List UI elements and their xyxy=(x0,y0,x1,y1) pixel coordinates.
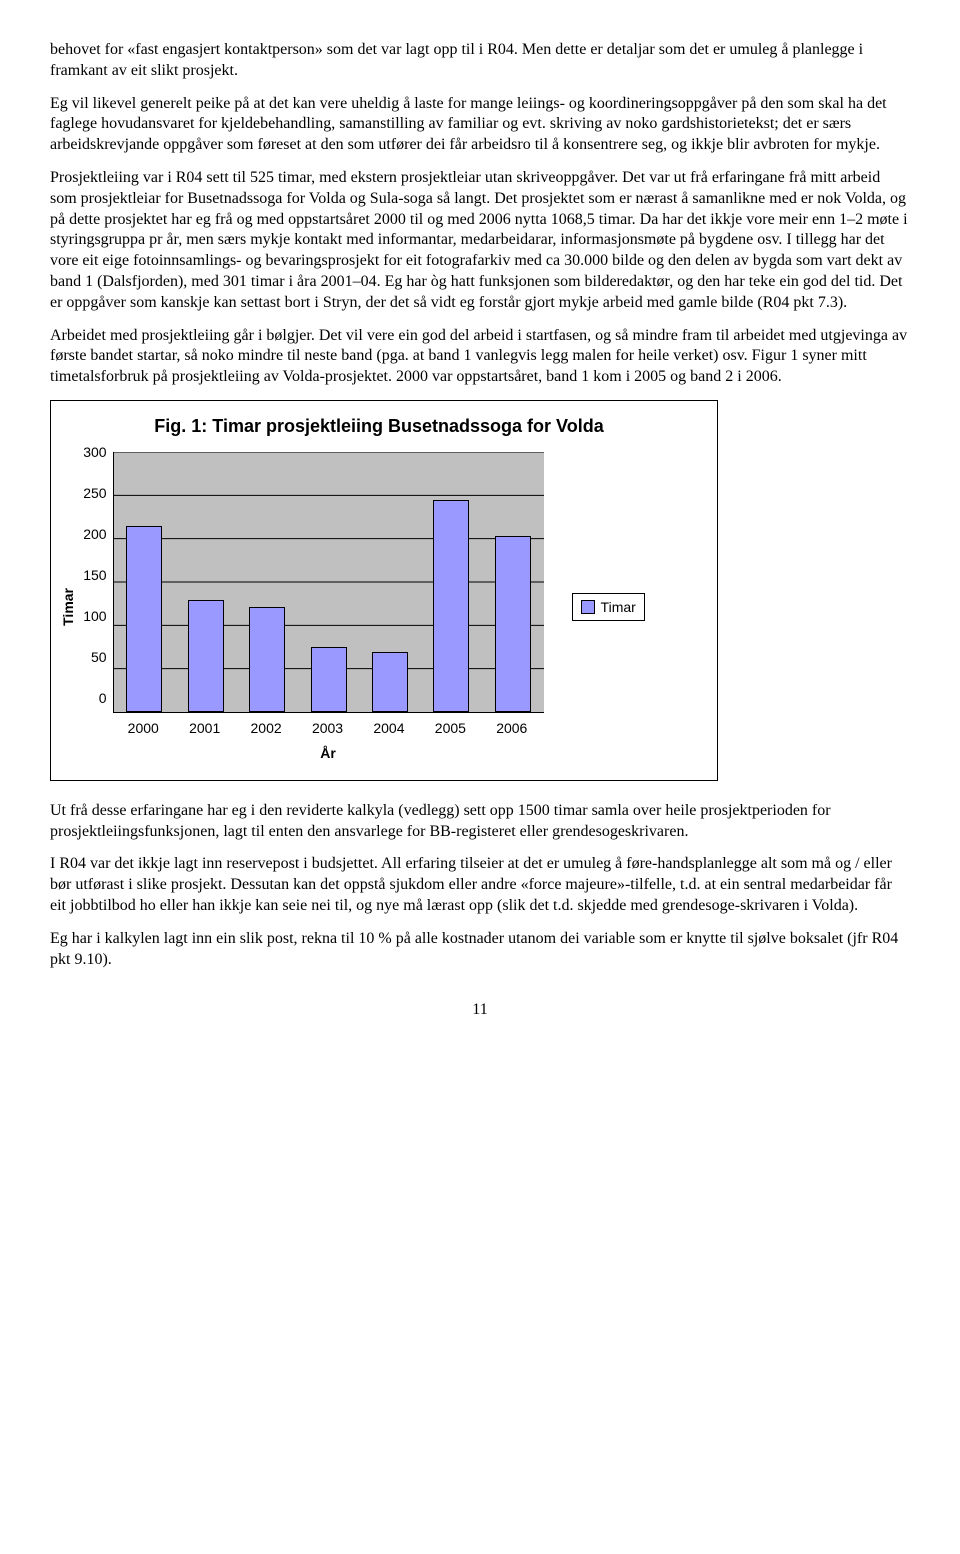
paragraph-4: Arbeidet med prosjektleiing går i bølgje… xyxy=(50,326,910,388)
paragraph-7: Eg har i kalkylen lagt inn ein slik post… xyxy=(50,929,910,971)
bar xyxy=(311,647,347,712)
legend-swatch xyxy=(581,600,595,614)
chart-title: Fig. 1: Timar prosjektleiing Busetnadsso… xyxy=(59,415,699,438)
bar xyxy=(495,536,531,712)
y-axis-ticks: 300 250 200 150 100 50 0 xyxy=(83,445,112,705)
chart-legend: Timar xyxy=(572,593,645,621)
paragraph-2: Eg vil likevel generelt peike på at det … xyxy=(50,94,910,156)
bar xyxy=(433,500,469,712)
x-axis-label: År xyxy=(113,744,544,762)
paragraph-1: behovet for «fast engasjert kontaktperso… xyxy=(50,40,910,82)
paragraph-3: Prosjektleiing var i R04 sett til 525 ti… xyxy=(50,168,910,314)
paragraph-5: Ut frå desse erfaringane har eg i den re… xyxy=(50,801,910,843)
plot-area xyxy=(113,452,544,713)
bar xyxy=(188,600,224,713)
bar xyxy=(249,607,285,713)
x-axis-ticks: 2000 2001 2002 2003 2004 2005 2006 xyxy=(113,719,543,737)
bar xyxy=(126,526,162,712)
bar xyxy=(372,652,408,713)
page-number: 11 xyxy=(50,1000,910,1021)
y-axis-label: Timar xyxy=(59,588,77,626)
figure-1-chart: Fig. 1: Timar prosjektleiing Busetnadsso… xyxy=(50,400,718,781)
paragraph-6: I R04 var det ikkje lagt inn reservepost… xyxy=(50,854,910,916)
legend-label: Timar xyxy=(601,598,636,616)
